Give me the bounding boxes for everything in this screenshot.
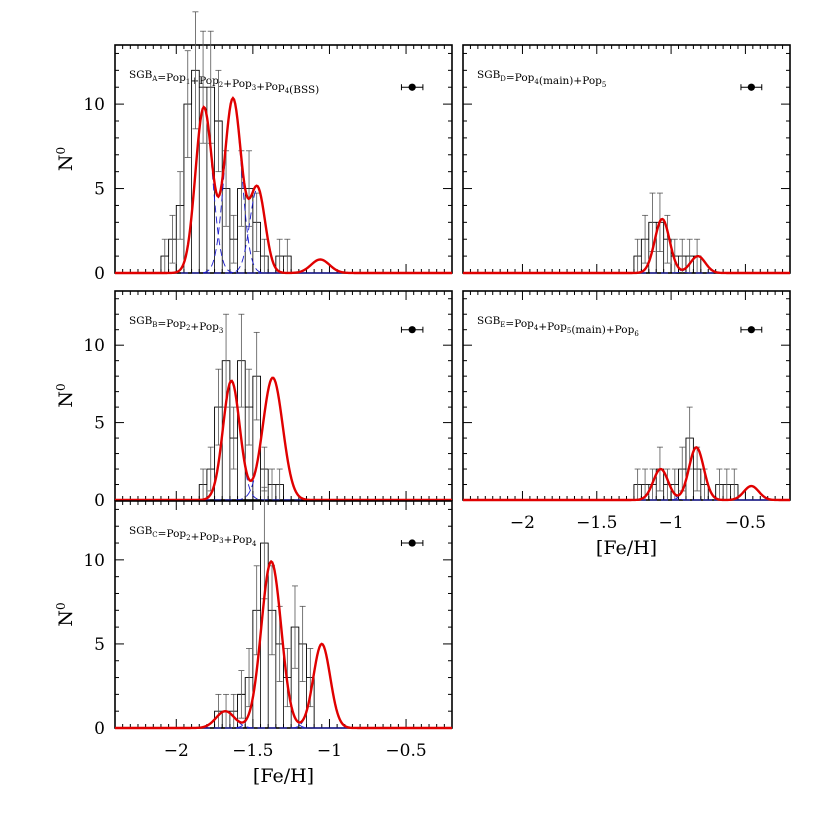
y-tick-label: 10	[83, 551, 105, 571]
gaussian-component	[115, 380, 452, 501]
panel-3: −2 −1.5 −1 −0.5 [Fe/H] SGBE=Pop4+Pop5(main)+P…	[462, 290, 791, 559]
ref-point	[408, 539, 416, 547]
x-axis-label: [Fe/H]	[253, 765, 314, 787]
panel-label: SGBE=Pop4+Pop5(main)+Pop6	[477, 315, 639, 338]
x-tick-label: −0.5	[725, 513, 766, 533]
gaussian-component	[115, 98, 452, 274]
y-tick-label: 5	[94, 635, 105, 655]
panel-4: 0 5 10 N0 −2 −1.5 −1 −0.5 [Fe/H] SGBC=Pop2+Pop3+P…	[54, 486, 453, 787]
y-tick-label: 10	[83, 95, 105, 115]
panel-label: SGBA=Pop1+Pop2+Pop3+Pop4(BSS)	[129, 69, 319, 96]
gaussian-component	[463, 446, 790, 501]
y-tick-label: 0	[94, 264, 105, 284]
x-tick-label: −1	[317, 741, 342, 761]
panel-label: SGBB=Pop2+Pop3	[129, 315, 223, 335]
histogram-outline	[214, 542, 322, 729]
x-tick-label: −1.5	[232, 741, 273, 761]
panel-label: SGBC=Pop2+Pop3+Pop4	[129, 525, 257, 548]
total-fit-curve	[115, 376, 452, 502]
ref-point	[408, 83, 416, 91]
panel-2: 0 5 10 N0 SGBB=Pop2+Pop3	[54, 290, 453, 511]
y-tick-label: 0	[94, 491, 105, 511]
ref-point	[408, 326, 416, 334]
total-fit-curve	[115, 96, 452, 275]
x-tick-label: −1	[659, 513, 684, 533]
y-tick-label: 5	[94, 414, 105, 434]
x-axis-label: [Fe/H]	[596, 537, 657, 559]
x-tick-label: −1.5	[576, 513, 617, 533]
panel-0: 0 5 10 N0 SGBA=Pop1+Pop2+Pop3+Pop4(BSS)	[54, 11, 453, 284]
y-axis-label: N0	[54, 383, 77, 407]
x-tick-label: −2	[510, 513, 535, 533]
x-tick-label: −0.5	[385, 741, 426, 761]
y-axis-label: N0	[54, 602, 77, 626]
total-fit-curve	[463, 446, 790, 502]
panel-label: SGBD=Pop4(main)+Pop5	[477, 69, 606, 89]
total-fit-curve	[115, 559, 452, 730]
y-tick-label: 10	[83, 336, 105, 356]
ref-point	[747, 326, 755, 334]
total-fit-curve	[463, 217, 790, 275]
gaussian-component	[463, 218, 790, 274]
y-tick-label: 5	[94, 180, 105, 200]
ref-point	[747, 83, 755, 91]
x-tick-label: −2	[164, 741, 189, 761]
y-tick-label: 0	[94, 719, 105, 739]
y-axis-label: N0	[54, 147, 77, 171]
gaussian-component	[115, 106, 452, 274]
panel-1: SGBD=Pop4(main)+Pop5	[462, 44, 791, 275]
